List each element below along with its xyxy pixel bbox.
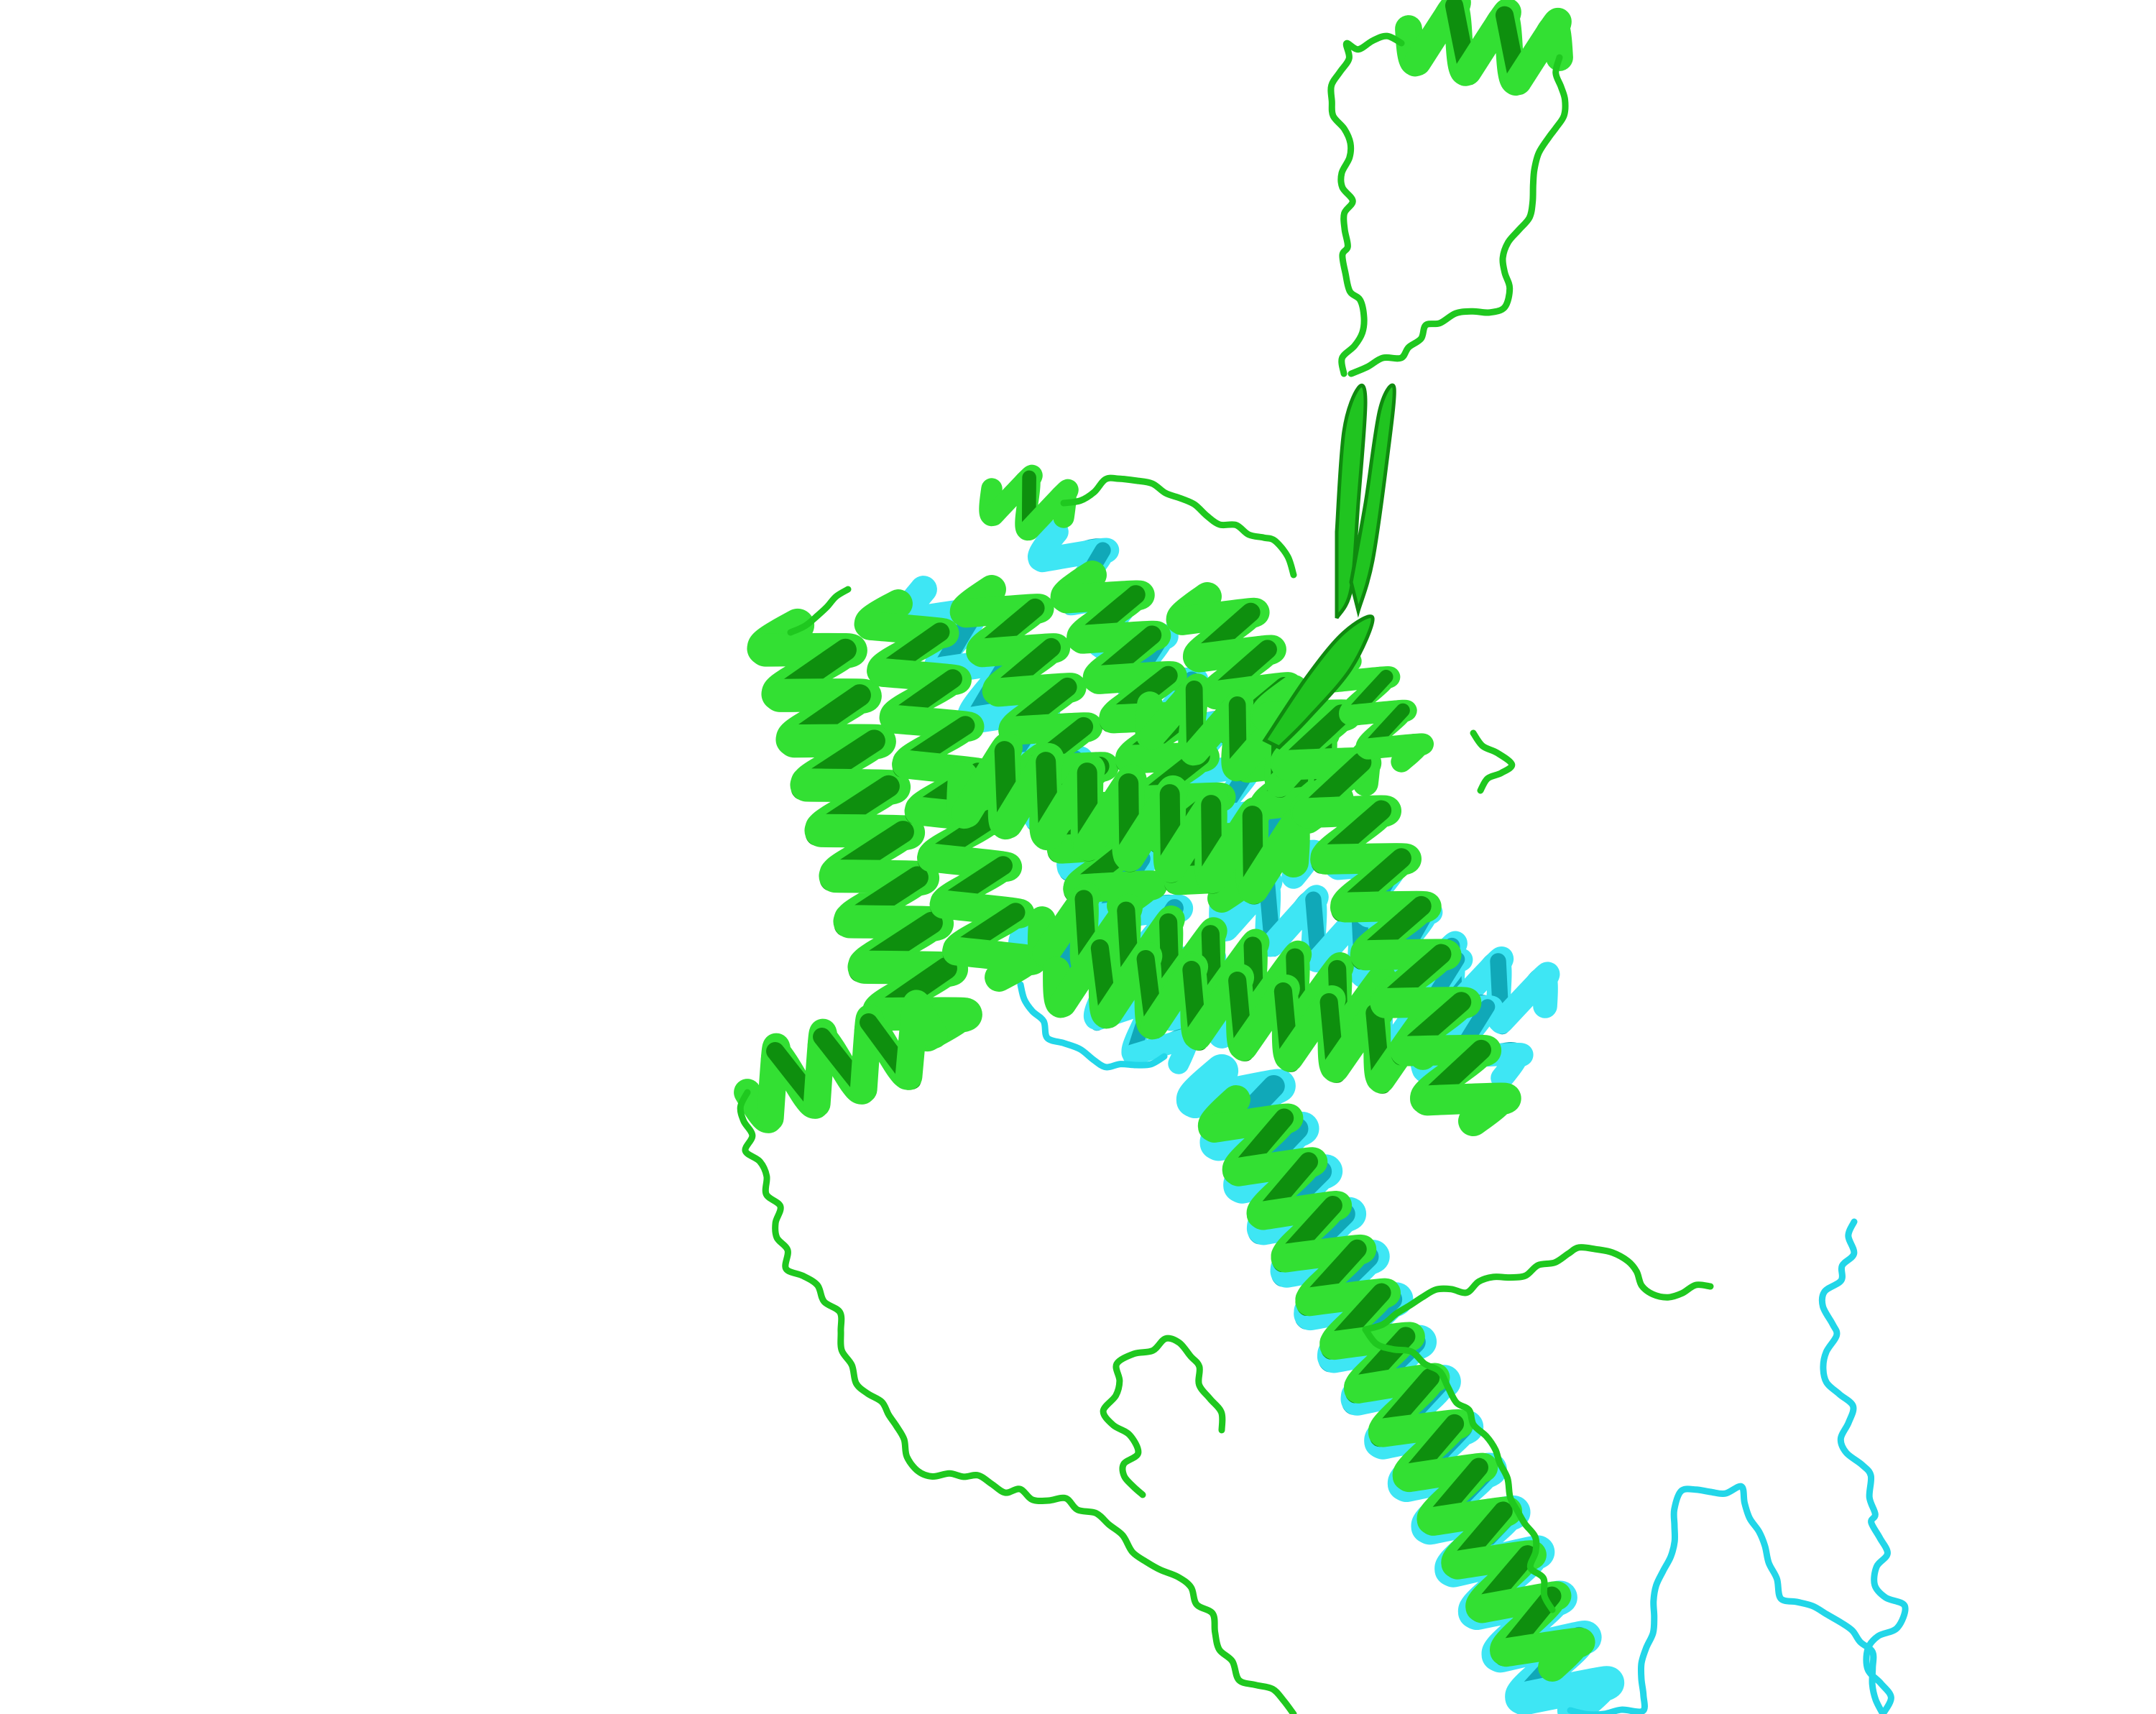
coil-loop — [737, 1089, 1297, 1714]
coil-loop — [1470, 729, 1516, 794]
coil-loop — [1567, 1483, 1886, 1714]
alpha-helix — [1395, 0, 1573, 96]
coil-loop — [1327, 32, 1405, 377]
alpha-helix — [1322, 650, 1434, 773]
alpha-helix — [1197, 1085, 1595, 1682]
coil-loop — [1060, 474, 1297, 579]
alpha-helix — [946, 732, 1312, 905]
beta-sheet-strand — [1262, 614, 1375, 750]
green-structure — [734, 0, 1714, 1714]
coil-loop — [1818, 1218, 1909, 1714]
coil-loop — [787, 586, 852, 636]
coil-loop — [1348, 54, 1569, 377]
coil-loop — [1362, 1244, 1714, 1333]
coil-loop — [1100, 1335, 1226, 1498]
alpha-helix — [734, 990, 948, 1133]
beta-sheet-strand — [1349, 383, 1396, 618]
coil-loop — [1017, 981, 1168, 1071]
coil-loop — [1362, 1326, 1556, 1613]
alpha-helix — [979, 464, 1079, 541]
